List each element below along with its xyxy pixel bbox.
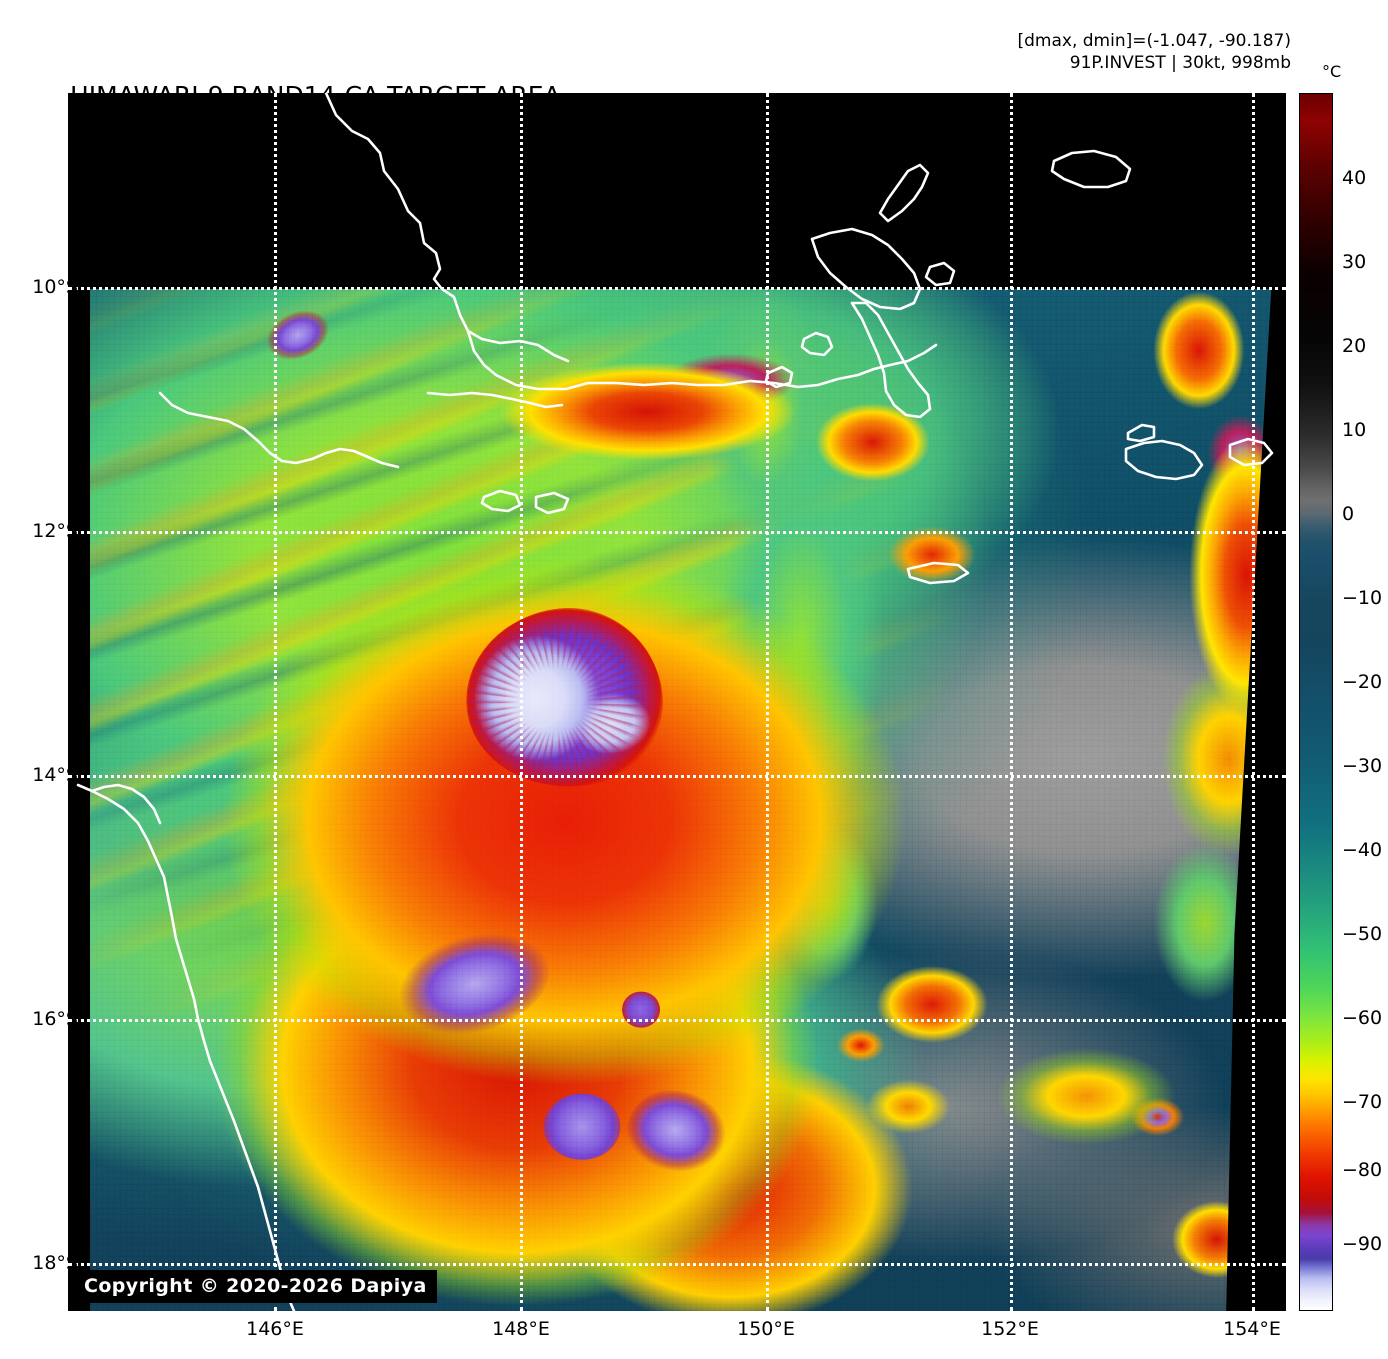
- ytick-label-2: 14°S: [32, 764, 78, 786]
- cbar-tick-13: −90: [1342, 1233, 1383, 1255]
- cbar-tick-0: 40: [1342, 167, 1367, 189]
- data-range-text: [dmax, dmin]=(-1.047, -90.187): [1017, 31, 1292, 51]
- infrared-brightness-temperature-raster: [90, 289, 1272, 1311]
- cbar-tick-12: −80: [1342, 1159, 1383, 1181]
- ytick-label-4: 18°S: [32, 1252, 78, 1274]
- cbar-tick-11: −70: [1342, 1091, 1383, 1113]
- storm-info-text: 91P.INVEST | 30kt, 998mb: [1069, 53, 1291, 73]
- cbar-tick-4: 0: [1342, 503, 1355, 525]
- cbar-tick-7: −30: [1342, 755, 1383, 777]
- temperature-colorbar[interactable]: [1299, 93, 1333, 1311]
- cbar-tick-6: −20: [1342, 671, 1383, 693]
- ytick-label-3: 16°S: [32, 1008, 78, 1030]
- copyright-watermark: Copyright © 2020-2026 Dapiya: [74, 1270, 437, 1303]
- xtick-label-0: 146°E: [246, 1318, 304, 1340]
- metadata-block: [dmax, dmin]=(-1.047, -90.187) 91P.INVES…: [1018, 30, 1292, 74]
- gridline-lon-154E: [1252, 93, 1255, 1311]
- xtick-label-3: 152°E: [981, 1318, 1039, 1340]
- ytick-label-1: 12°S: [32, 520, 78, 542]
- xtick-label-1: 148°E: [492, 1318, 550, 1340]
- cbar-tick-10: −60: [1342, 1007, 1383, 1029]
- cbar-tick-2: 20: [1342, 335, 1367, 357]
- colorbar-unit-label: °C: [1322, 62, 1342, 81]
- cbar-tick-5: −10: [1342, 587, 1383, 609]
- xtick-label-2: 150°E: [737, 1318, 795, 1340]
- pixel-texture-overlay: [90, 289, 1272, 1311]
- cbar-tick-1: 30: [1342, 251, 1367, 273]
- xtick-label-4: 154°E: [1223, 1318, 1281, 1340]
- cbar-tick-3: 10: [1342, 419, 1367, 441]
- ytick-label-0: 10°S: [32, 276, 78, 298]
- satellite-image-plot[interactable]: Copyright © 2020-2026 Dapiya: [68, 93, 1286, 1311]
- cbar-tick-9: −50: [1342, 923, 1383, 945]
- cbar-tick-8: −40: [1342, 839, 1383, 861]
